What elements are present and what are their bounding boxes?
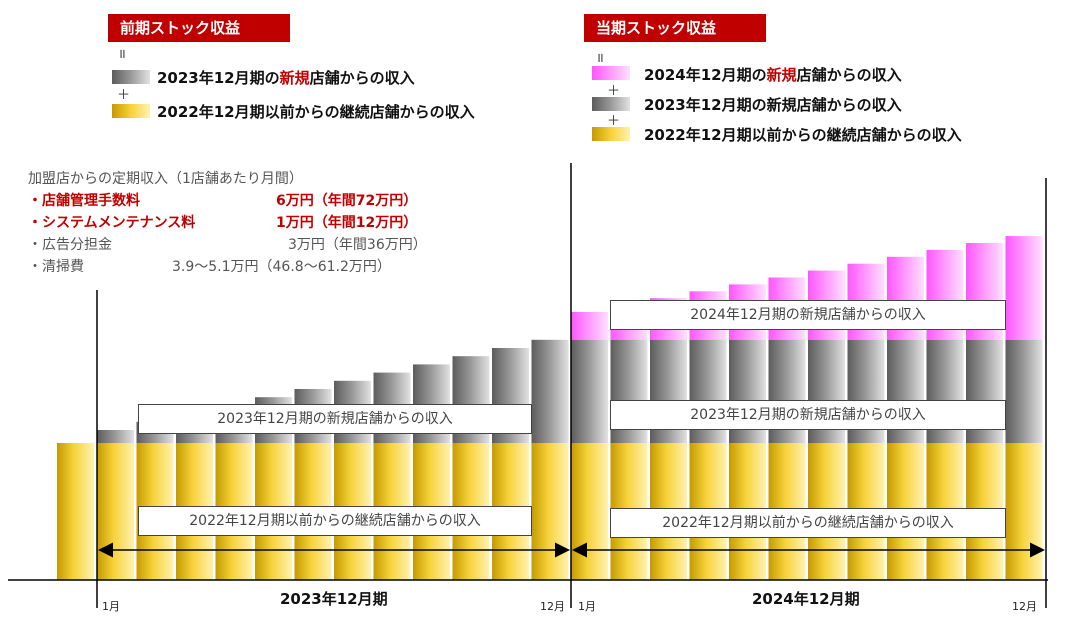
axis-dec-2024: 12月	[1012, 600, 1037, 613]
swatch-gold	[112, 104, 150, 118]
axis-jan-2023: 1月	[102, 600, 120, 613]
box-curr-2022-continuing: 2022年12月期以前からの継続店舗からの収入	[610, 508, 1006, 538]
fee-value-1: 1万円（年間12万円）	[276, 215, 418, 231]
period-label-2023: 2023年12月期	[280, 590, 388, 608]
axis-dec-2023: 12月	[540, 600, 565, 613]
bar-2023-new-1	[97, 430, 134, 443]
axis-jan-2024: 1月	[578, 600, 596, 613]
heading-current-stock: 当期ストック収益	[584, 14, 766, 42]
fee-value-2: 3万円（年間36万円）	[288, 237, 427, 253]
legend-prev-item-1: 2022年12月期以前からの継続店舗からの収入	[157, 103, 475, 121]
fee-value-0: 6万円（年間72万円）	[276, 193, 418, 209]
plus-sign-right-1: ＋	[607, 84, 621, 99]
bar-2023-continuing-12	[531, 443, 569, 580]
bar-2024-new-12	[1005, 236, 1043, 340]
swatch-gold-right	[592, 127, 630, 141]
bar-2023-new-12	[531, 339, 569, 443]
axis-lines	[8, 163, 1048, 608]
bar-2023-continuing-1	[97, 443, 134, 580]
swatch-pink	[592, 66, 630, 80]
legend-curr-item-0: 2024年12月期の新規店舗からの収入	[644, 66, 902, 84]
equals-sign-right: ॥	[596, 51, 604, 66]
heading-current-label: 当期ストック収益	[596, 19, 717, 37]
bar-2024-continuing-1	[571, 443, 608, 580]
heading-previous-label: 前期ストック収益	[120, 19, 241, 37]
swatch-gray	[112, 70, 150, 84]
heading-previous-stock: 前期ストック収益	[108, 14, 290, 42]
fee-item-1: ・システムメンテナンス料	[28, 215, 196, 231]
fee-title: 加盟店からの定期収入（1店舗あたり月間）	[28, 171, 303, 187]
legend-prev-item-0: 2023年12月期の新規店舗からの収入	[157, 69, 415, 87]
legend-curr-item-1: 2023年12月期の新規店舗からの収入	[644, 96, 902, 114]
box-curr-2023-new: 2023年12月期の新規店舗からの収入	[610, 400, 1006, 430]
bar-carryover-continuing	[57, 443, 94, 580]
plus-sign-right-2: ＋	[607, 114, 621, 129]
bar-2024-prior-new-12	[1005, 340, 1043, 443]
legend-curr-item-2: 2022年12月期以前からの継続店舗からの収入	[644, 126, 962, 144]
period-label-2024: 2024年12月期	[752, 590, 860, 608]
fee-value-3: 3.9～5.1万円（46.8～61.2万円）	[172, 259, 391, 275]
bar-2024-new-1	[571, 312, 608, 340]
plus-sign-left: ＋	[117, 88, 131, 103]
box-curr-2024-new: 2024年12月期の新規店舗からの収入	[610, 300, 1006, 330]
fee-item-0: ・店舗管理手数料	[28, 193, 140, 209]
fee-item-3: ・清掃費	[28, 259, 84, 275]
box-prev-2023-new: 2023年12月期の新規店舗からの収入	[138, 404, 532, 434]
box-prev-2022-continuing: 2022年12月期以前からの継続店舗からの収入	[138, 506, 532, 536]
swatch-gray-right	[592, 97, 630, 111]
equals-sign-left: ॥	[118, 47, 126, 62]
bar-2024-prior-new-1	[571, 340, 608, 443]
fee-item-2: ・広告分担金	[28, 237, 112, 253]
bar-2024-continuing-12	[1005, 443, 1043, 580]
